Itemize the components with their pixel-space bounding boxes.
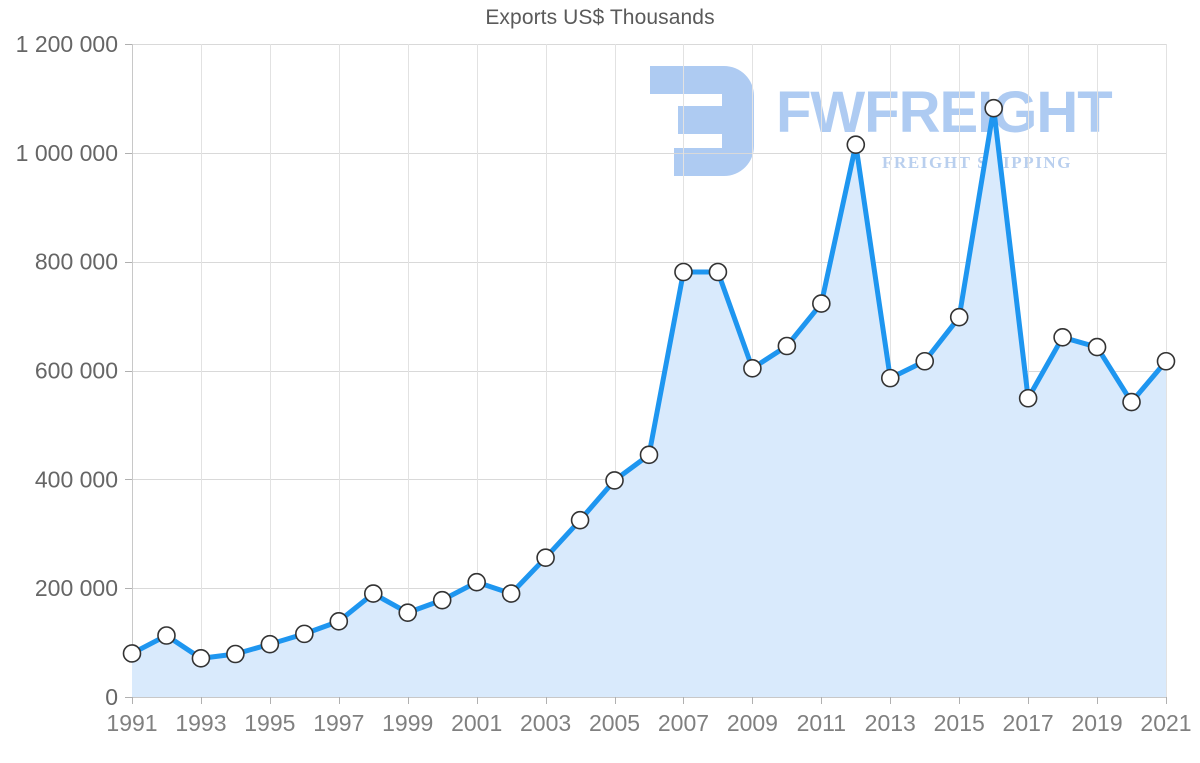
y-axis-tick-label: 0 [105,684,118,710]
x-axis-tick-label: 2021 [1140,710,1191,736]
x-axis-tick-label: 2007 [658,710,709,736]
x-axis-tick-label: 1991 [106,710,157,736]
y-axis-tick-label: 1 000 000 [16,140,118,166]
x-axis-tick-label: 2003 [520,710,571,736]
x-axis-tick-label: 2005 [589,710,640,736]
series-markers [122,98,1176,668]
tick-marks [125,44,1167,704]
series-area-fill [132,108,1166,697]
y-axis-tick-label: 400 000 [35,466,118,492]
y-axis-tick-labels: 0 200 000 400 000 600 000 800 000 1 000 000 1 … [16,31,118,710]
x-axis-tick-label: 2015 [934,710,985,736]
x-axis-tick-label: 2013 [865,710,916,736]
x-axis-tick-label: 2001 [451,710,502,736]
x-axis-tick-label: 1997 [313,710,364,736]
y-axis-tick-label: 1 200 000 [16,31,118,57]
axis-lines [132,44,1166,698]
y-axis-tick-label: 200 000 [35,575,118,601]
x-axis-tick-label: 1993 [175,710,226,736]
x-axis-tick-label: 2019 [1071,710,1122,736]
y-axis-tick-label: 600 000 [35,358,118,384]
x-axis-tick-labels: 1991 1993 1995 1997 1999 2001 2003 2005 2007 2009… [106,710,1191,736]
x-axis-tick-label: 2017 [1003,710,1054,736]
x-axis-tick-label: 1995 [244,710,295,736]
chart-title: Exports US$ Thousands [485,6,715,29]
y-axis-tick-label: 800 000 [35,249,118,275]
x-axis-tick-label: 2011 [797,710,846,736]
x-axis-tick-label: 1999 [382,710,433,736]
x-axis-tick-label: 2009 [727,710,778,736]
